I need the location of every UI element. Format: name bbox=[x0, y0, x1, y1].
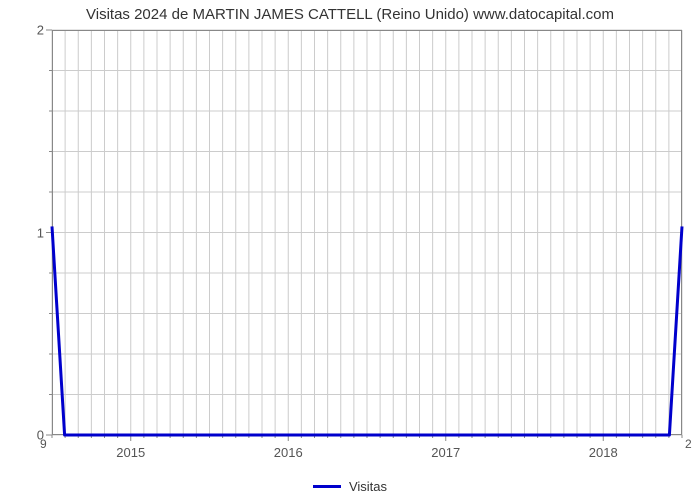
bottom-left-corner-label: 9 bbox=[40, 437, 47, 451]
x-tick-label: 2018 bbox=[589, 445, 618, 460]
chart-legend: Visitas bbox=[0, 478, 700, 494]
chart-title: Visitas 2024 de MARTIN JAMES CATTELL (Re… bbox=[0, 6, 700, 23]
y-tick-label: 2 bbox=[14, 23, 44, 38]
x-tick-label: 2017 bbox=[431, 445, 460, 460]
legend-swatch bbox=[313, 485, 341, 488]
legend-label: Visitas bbox=[349, 479, 387, 494]
bottom-right-corner-label: 2 bbox=[685, 437, 692, 451]
x-tick-label: 2016 bbox=[274, 445, 303, 460]
y-tick-label: 1 bbox=[14, 225, 44, 240]
x-tick-label: 2015 bbox=[116, 445, 145, 460]
chart-container: Visitas 2024 de MARTIN JAMES CATTELL (Re… bbox=[0, 0, 700, 500]
chart-plot bbox=[52, 30, 682, 435]
